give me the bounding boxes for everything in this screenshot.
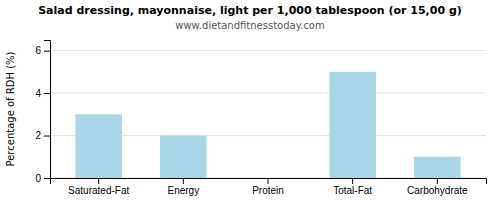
axis-line	[51, 179, 487, 185]
bar	[329, 72, 376, 178]
tick-label: Energy	[167, 185, 199, 196]
tick-mark	[44, 178, 50, 179]
tick: 0	[35, 173, 50, 184]
tick: Protein	[252, 178, 284, 196]
tick-mark	[352, 178, 353, 184]
bars	[75, 72, 460, 178]
tick: Total-Fat	[333, 178, 372, 196]
bar	[414, 157, 461, 178]
tick-mark	[268, 178, 269, 184]
tick-label: 4	[35, 88, 41, 99]
tick: 4	[35, 88, 50, 99]
tick-mark	[44, 136, 50, 137]
tick-mark	[98, 178, 99, 184]
tick-label: Protein	[252, 185, 284, 196]
tick-label: Total-Fat	[333, 185, 372, 196]
bar	[245, 178, 292, 179]
tick: 6	[35, 45, 50, 56]
tick-label: Saturated-Fat	[68, 185, 129, 196]
tick-label: Carbohydrate	[407, 185, 468, 196]
grid	[50, 51, 486, 178]
tick-mark	[437, 178, 438, 184]
tick: Carbohydrate	[407, 178, 468, 196]
grid-line	[50, 93, 486, 94]
axis-line	[44, 41, 51, 179]
grid-line	[50, 50, 486, 51]
tick: Saturated-Fat	[68, 178, 129, 196]
tick-mark	[183, 178, 184, 184]
bar	[160, 136, 207, 178]
tick-mark	[44, 93, 50, 94]
chart: Salad dressing, mayonnaise, light per 1,…	[0, 0, 500, 200]
title: Salad dressing, mayonnaise, light per 1,…	[38, 4, 462, 17]
y-axis-label: Percentage of RDH (%)	[5, 51, 16, 166]
tick: 2	[35, 130, 50, 141]
bar	[75, 114, 122, 178]
tick-mark	[44, 51, 50, 52]
tick-label: 2	[35, 130, 41, 141]
subtitle: www.dietandfitnesstoday.com	[175, 20, 324, 31]
plot: Saturated-Fat Energy Protein Total-Fat Carbo…	[35, 41, 486, 197]
y-axis: 0 2 4 6	[35, 41, 50, 184]
x-axis: Saturated-Fat Energy Protein Total-Fat Carbo…	[51, 178, 487, 196]
tick: Energy	[167, 178, 199, 196]
tick-label: 6	[35, 45, 41, 56]
tick-label: 0	[35, 173, 41, 184]
